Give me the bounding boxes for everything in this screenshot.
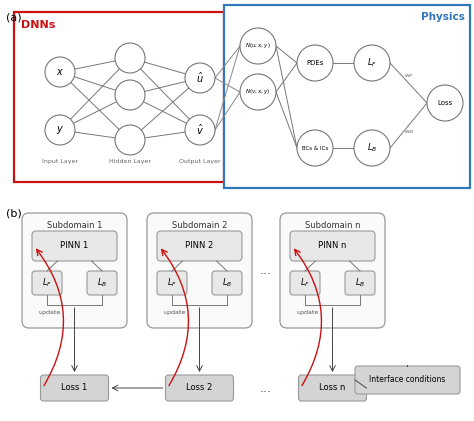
Circle shape (240, 74, 276, 110)
Bar (14, 12, 224, 182)
Text: (a): (a) (6, 13, 22, 23)
Text: $x$: $x$ (56, 67, 64, 77)
FancyBboxPatch shape (32, 271, 62, 295)
FancyBboxPatch shape (212, 271, 242, 295)
Text: Loss n: Loss n (319, 384, 346, 392)
Circle shape (427, 85, 463, 121)
Text: PDEs: PDEs (306, 60, 324, 66)
Text: update: update (38, 310, 61, 315)
Circle shape (45, 115, 75, 145)
FancyBboxPatch shape (22, 213, 127, 328)
Text: BCs & ICs: BCs & ICs (302, 146, 328, 150)
Text: Subdomain 1: Subdomain 1 (47, 221, 102, 230)
FancyBboxPatch shape (32, 231, 117, 261)
Text: $w_B$: $w_B$ (403, 128, 413, 136)
Circle shape (185, 63, 215, 93)
FancyBboxPatch shape (345, 271, 375, 295)
Text: PINN n: PINN n (319, 242, 346, 250)
FancyBboxPatch shape (280, 213, 385, 328)
Text: $L_F$: $L_F$ (42, 277, 52, 289)
FancyBboxPatch shape (299, 375, 366, 401)
FancyBboxPatch shape (290, 231, 375, 261)
Text: Output Layer: Output Layer (179, 159, 221, 164)
Text: PINN 1: PINN 1 (60, 242, 89, 250)
Text: $L_B$: $L_B$ (222, 277, 232, 289)
Text: PINN 2: PINN 2 (185, 242, 214, 250)
FancyBboxPatch shape (40, 375, 109, 401)
Circle shape (115, 43, 145, 73)
Text: ...: ... (260, 264, 272, 277)
Text: $\hat{v}$: $\hat{v}$ (196, 123, 204, 137)
FancyBboxPatch shape (290, 271, 320, 295)
Text: $L_F$: $L_F$ (300, 277, 310, 289)
Text: ...: ... (260, 381, 272, 394)
Text: $L_F$: $L_F$ (167, 277, 177, 289)
Text: $L_F$: $L_F$ (367, 57, 377, 69)
Circle shape (115, 80, 145, 110)
Text: $L_B$: $L_B$ (355, 277, 365, 289)
Text: DNNs: DNNs (21, 20, 55, 30)
Text: $L_B$: $L_B$ (367, 142, 377, 154)
Text: Subdomain n: Subdomain n (305, 221, 360, 230)
Text: $\hat{u}$: $\hat{u}$ (196, 71, 204, 85)
Text: update: update (296, 310, 319, 315)
Circle shape (240, 28, 276, 64)
Text: Hidden Layer: Hidden Layer (109, 159, 151, 164)
Text: $N(v;x,y)$: $N(v;x,y)$ (246, 88, 271, 96)
Text: update: update (163, 310, 185, 315)
Text: Physics: Physics (421, 12, 465, 22)
Circle shape (185, 115, 215, 145)
FancyBboxPatch shape (165, 375, 234, 401)
Text: Input Layer: Input Layer (42, 159, 78, 164)
FancyBboxPatch shape (87, 271, 117, 295)
Text: $L_B$: $L_B$ (97, 277, 107, 289)
Circle shape (115, 125, 145, 155)
FancyBboxPatch shape (157, 231, 242, 261)
FancyBboxPatch shape (147, 213, 252, 328)
Text: (b): (b) (6, 208, 22, 218)
Circle shape (354, 45, 390, 81)
Text: Interface conditions: Interface conditions (369, 376, 446, 384)
Text: Loss 1: Loss 1 (61, 384, 88, 392)
Circle shape (297, 130, 333, 166)
FancyBboxPatch shape (157, 271, 187, 295)
FancyBboxPatch shape (355, 366, 460, 394)
Text: Subdomain 2: Subdomain 2 (172, 221, 227, 230)
Text: $y$: $y$ (56, 124, 64, 136)
Bar (224, 5, 470, 188)
Text: $N(u;x,y)$: $N(u;x,y)$ (245, 42, 271, 51)
Text: Loss: Loss (438, 100, 453, 106)
Circle shape (354, 130, 390, 166)
Text: $w_F$: $w_F$ (404, 72, 413, 80)
Circle shape (297, 45, 333, 81)
Text: Loss 2: Loss 2 (186, 384, 213, 392)
Circle shape (45, 57, 75, 87)
